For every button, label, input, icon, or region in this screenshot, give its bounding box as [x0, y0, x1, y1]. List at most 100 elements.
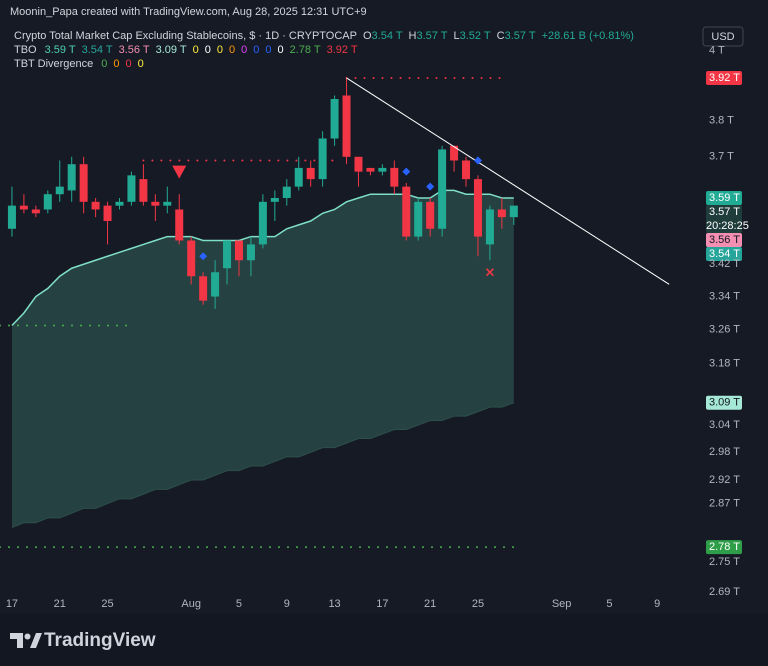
candle-body — [462, 160, 471, 180]
signal-diamond — [426, 182, 435, 191]
y-tick-label: 3.8 T — [709, 114, 734, 126]
y-tick-label: 2.87 T — [709, 497, 740, 509]
indicator-value: 3.59 T — [45, 44, 76, 56]
ohlc-label: L — [454, 30, 460, 42]
signal-diamond — [402, 167, 411, 176]
signal-diamond — [473, 156, 482, 165]
indicator-name: TBT Divergence — [14, 58, 93, 70]
y-tick-label: 2.75 T — [709, 556, 740, 568]
candle-body — [19, 205, 28, 210]
trend-line — [346, 77, 670, 285]
candle-body — [342, 95, 351, 157]
y-tick-label: 3.42 T — [709, 258, 740, 270]
indicator-value: 0 — [278, 44, 284, 56]
candle-body — [438, 149, 447, 229]
price-badge — [706, 191, 742, 206]
candle-body — [282, 186, 291, 199]
price-badge — [706, 205, 742, 234]
indicator-value: 0 — [229, 44, 235, 56]
candle-body — [127, 175, 136, 202]
candle-body — [294, 167, 303, 187]
candle-body — [246, 244, 255, 261]
ohlc-value: 3.57 T — [417, 30, 448, 42]
indicator-name: TBO — [14, 44, 37, 56]
cloud-area — [11, 190, 514, 528]
indicator-value: 0 — [265, 44, 271, 56]
candle-body — [55, 186, 64, 195]
currency-box[interactable] — [702, 26, 744, 47]
candle-body — [354, 156, 363, 172]
indicator-value: 0 — [253, 44, 259, 56]
candle-body — [67, 164, 76, 191]
price-badge-label: 3.56 T — [709, 234, 740, 246]
y-tick-label: 3.7 T — [709, 151, 734, 163]
indicator-value: 0 — [193, 44, 199, 56]
x-tick-label: 17 — [376, 598, 388, 610]
ohlc-label: H — [409, 30, 417, 42]
indicator-value: 3.92 T — [327, 44, 358, 56]
candle-body — [258, 201, 267, 245]
indicator-value: 0 — [241, 44, 247, 56]
candle-body — [43, 194, 52, 210]
y-tick-label: 4 T — [709, 44, 725, 56]
footer-bar — [0, 614, 768, 666]
candle-body — [234, 240, 243, 261]
plot-area — [0, 76, 670, 549]
indicator-value: 0 — [113, 58, 119, 70]
ohlc-label: O — [363, 30, 372, 42]
price-badge — [706, 247, 742, 262]
candle-body — [497, 209, 506, 218]
candle-body — [270, 198, 279, 202]
candle-body — [199, 276, 208, 301]
indicator-value: 3.09 T — [156, 44, 187, 56]
x-tick-label: 13 — [328, 598, 340, 610]
candle-body — [378, 167, 387, 172]
x-tick-label: 9 — [284, 598, 290, 610]
price-badge-label: 3.59 T — [709, 192, 740, 204]
price-badge-countdown: 20:28:25 — [706, 220, 749, 232]
signal-diamond — [199, 252, 208, 261]
x-tick-label: 17 — [6, 598, 18, 610]
x-tick-label: 5 — [606, 598, 612, 610]
candle-body — [306, 167, 315, 180]
signal-cross — [485, 268, 494, 277]
candle-body — [473, 179, 482, 237]
candle-body — [485, 209, 494, 245]
price-badge — [706, 70, 742, 85]
candle-body — [366, 167, 375, 172]
x-tick-label: 21 — [54, 598, 66, 610]
price-badge — [706, 233, 742, 248]
candle-body — [414, 201, 423, 237]
ohlc-label: C — [497, 30, 505, 42]
candle-body — [426, 201, 435, 229]
indicator-value: 0 — [217, 44, 223, 56]
currency[interactable]: USD — [711, 31, 734, 43]
price-badge-label: 3.54 T — [709, 248, 740, 260]
footer-logo: TradingView — [44, 630, 156, 651]
candle-body — [115, 201, 124, 206]
candle-body — [151, 201, 160, 206]
indicator-value: 0 — [126, 58, 132, 70]
candle-body — [103, 205, 112, 222]
candle-body — [7, 205, 16, 229]
candle-body — [450, 145, 459, 161]
legend-title: Crypto Total Market Cap Excluding Stable… — [14, 30, 357, 42]
footer-logo-icon — [10, 633, 42, 648]
candle-body — [211, 272, 220, 297]
indicator-value: 0 — [101, 58, 107, 70]
candle-body — [91, 201, 100, 210]
x-tick-label: 21 — [424, 598, 436, 610]
signal-triangle — [172, 165, 187, 179]
indicator-value: 0 — [138, 58, 144, 70]
x-tick-label: Sep — [552, 598, 572, 610]
ohlc-value: 3.57 T — [505, 30, 536, 42]
y-tick-label: 2.92 T — [709, 474, 740, 486]
y-tick-label: 3.04 T — [709, 419, 740, 431]
candle-body — [402, 186, 411, 237]
indicator-value: 2.78 T — [290, 44, 321, 56]
x-tick-label: 25 — [472, 598, 484, 610]
y-tick-label: 3.18 T — [709, 357, 740, 369]
candle-body — [79, 164, 88, 202]
